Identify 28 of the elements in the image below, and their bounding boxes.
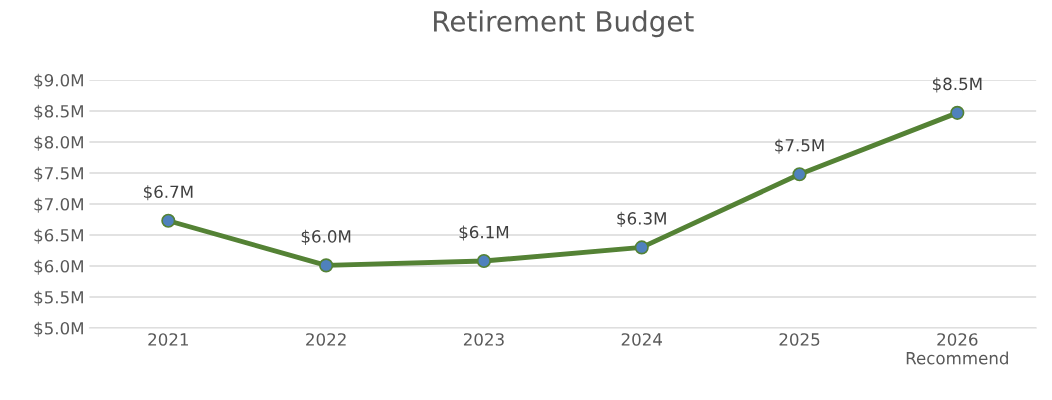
point: [950, 105, 965, 120]
x-tick-label: 2024: [621, 333, 662, 346]
y-tick-label: $6.5M: [34, 228, 83, 244]
y-tick-label: $9.0M: [34, 73, 83, 89]
data-label: $6.0M: [301, 229, 351, 245]
y-tick-label: $5.0M: [34, 321, 83, 337]
x-tick-label: 2021: [148, 333, 188, 346]
data-label: $6.7M: [143, 185, 193, 201]
point: [634, 240, 649, 255]
x-tick-label: 2025: [779, 333, 820, 346]
y-tick-label: $8.0M: [34, 135, 83, 151]
point: [476, 253, 492, 269]
x-tick-label: 2026 Recommend: [906, 333, 1008, 365]
point: [319, 258, 334, 273]
chart-title: Retirement Budget: [434, 10, 694, 38]
y-tick-label: $7.5M: [34, 166, 83, 182]
x-tick-label: 2023: [463, 333, 504, 346]
data-label: $7.5M: [775, 138, 824, 154]
point: [161, 213, 176, 228]
y-tick-label: $5.5M: [34, 290, 83, 306]
data-label: $6.3M: [617, 211, 666, 227]
point: [792, 167, 807, 182]
x-tick-label: 2022: [306, 333, 346, 346]
y-tick-label: $8.5M: [34, 104, 83, 120]
y-tick-label: $6.0M: [34, 259, 83, 275]
y-tick-label: $7.0M: [34, 197, 83, 213]
data-label: $6.1M: [459, 225, 509, 241]
data-label: $8.5M: [932, 77, 982, 93]
